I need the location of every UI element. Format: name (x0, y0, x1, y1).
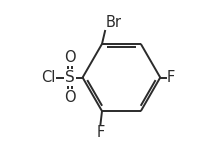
Text: S: S (65, 70, 75, 85)
Text: Cl: Cl (41, 70, 55, 85)
Text: O: O (64, 50, 75, 65)
Text: F: F (96, 125, 105, 140)
Text: O: O (64, 90, 75, 105)
Text: F: F (167, 70, 175, 85)
Text: Br: Br (106, 15, 122, 30)
